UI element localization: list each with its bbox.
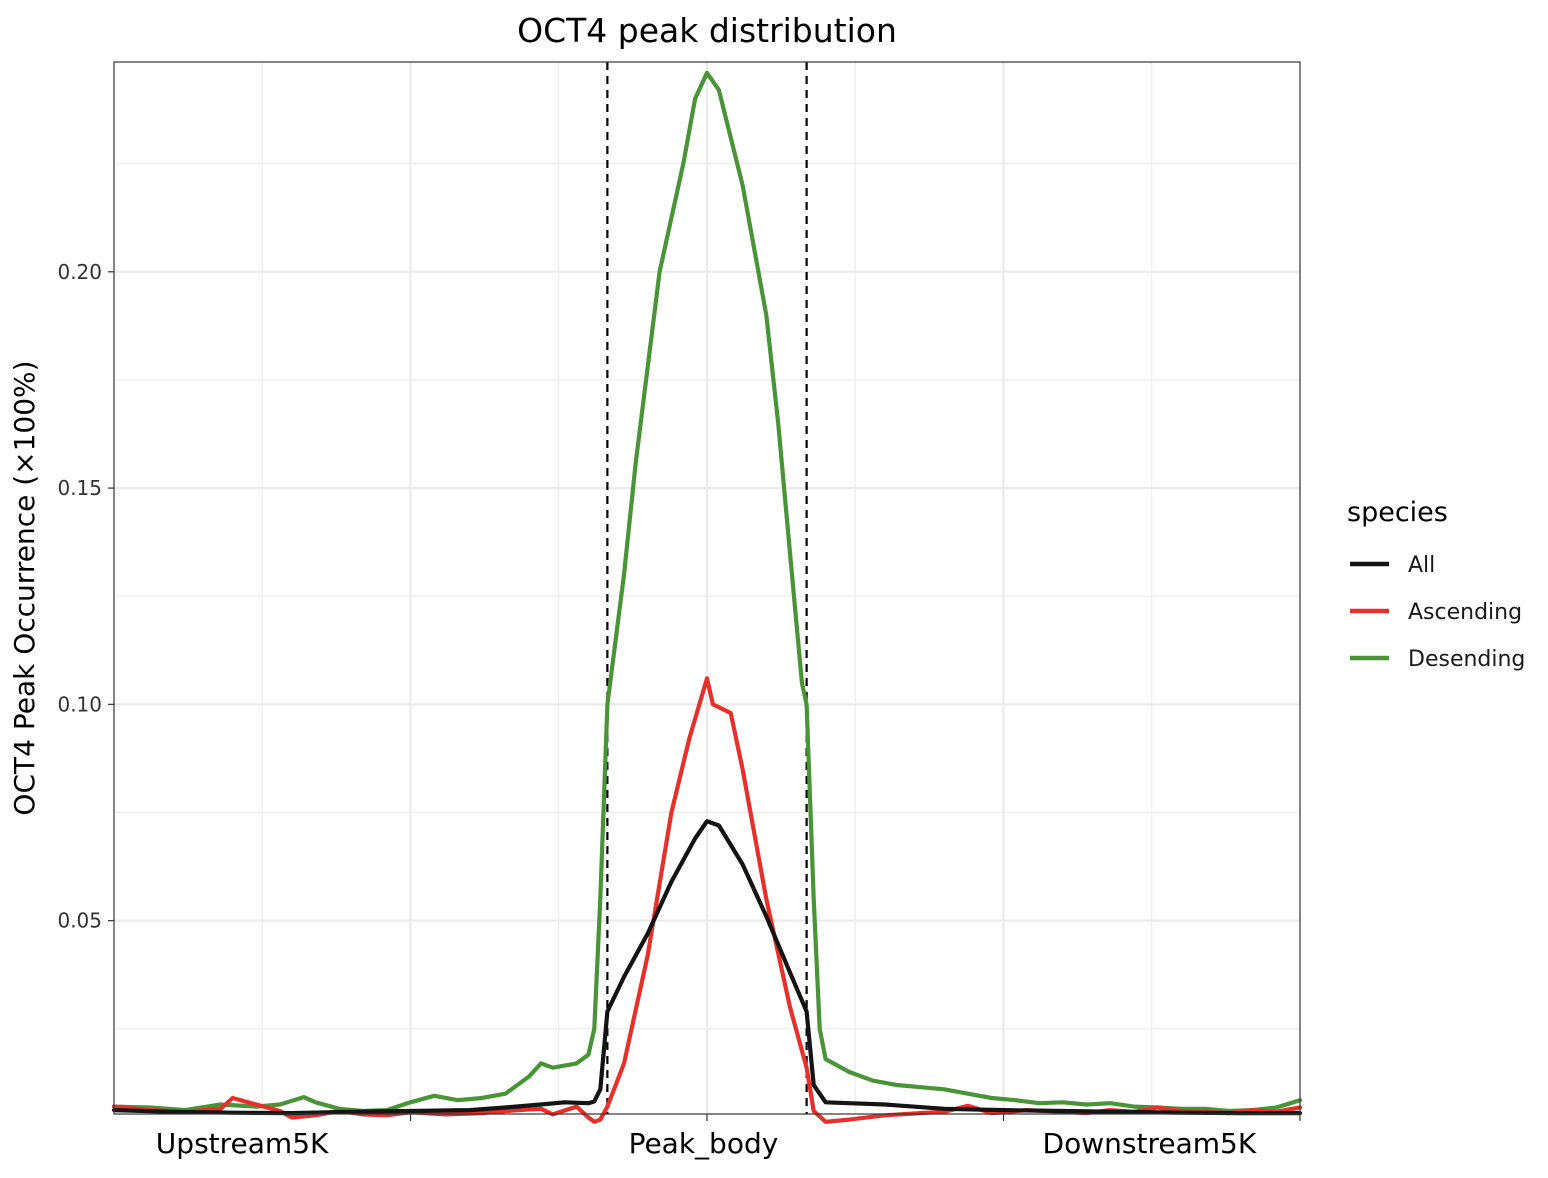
x-tick-label: Peak_body: [629, 1127, 779, 1160]
legend-label-all: All: [1408, 553, 1435, 578]
reference-lines: [606, 62, 808, 1114]
y-tick-label: 0.10: [57, 692, 102, 716]
x-axis: Upstream5K Peak_body Downstream5K: [156, 1114, 1301, 1160]
y-axis: 0.05 0.10 0.15 0.20: [57, 260, 114, 933]
y-tick-label: 0.20: [57, 260, 102, 284]
legend: species All Ascending Desending: [1347, 497, 1525, 672]
legend-label-ascending: Ascending: [1408, 600, 1522, 625]
y-tick-label: 0.15: [57, 476, 102, 500]
grid-layer: [114, 62, 1300, 1114]
series-layer: [111, 70, 1303, 1124]
y-axis-label: OCT4 Peak Occurrence (×100%): [8, 360, 41, 815]
legend-title: species: [1347, 497, 1448, 528]
chart-title: OCT4 peak distribution: [517, 11, 897, 50]
x-tick-label: Upstream5K: [156, 1127, 329, 1160]
y-tick-label: 0.05: [57, 909, 102, 933]
x-tick-label: Downstream5K: [1043, 1127, 1257, 1160]
series-line-all: [111, 819, 1303, 1116]
legend-label-desending: Desending: [1408, 647, 1525, 672]
